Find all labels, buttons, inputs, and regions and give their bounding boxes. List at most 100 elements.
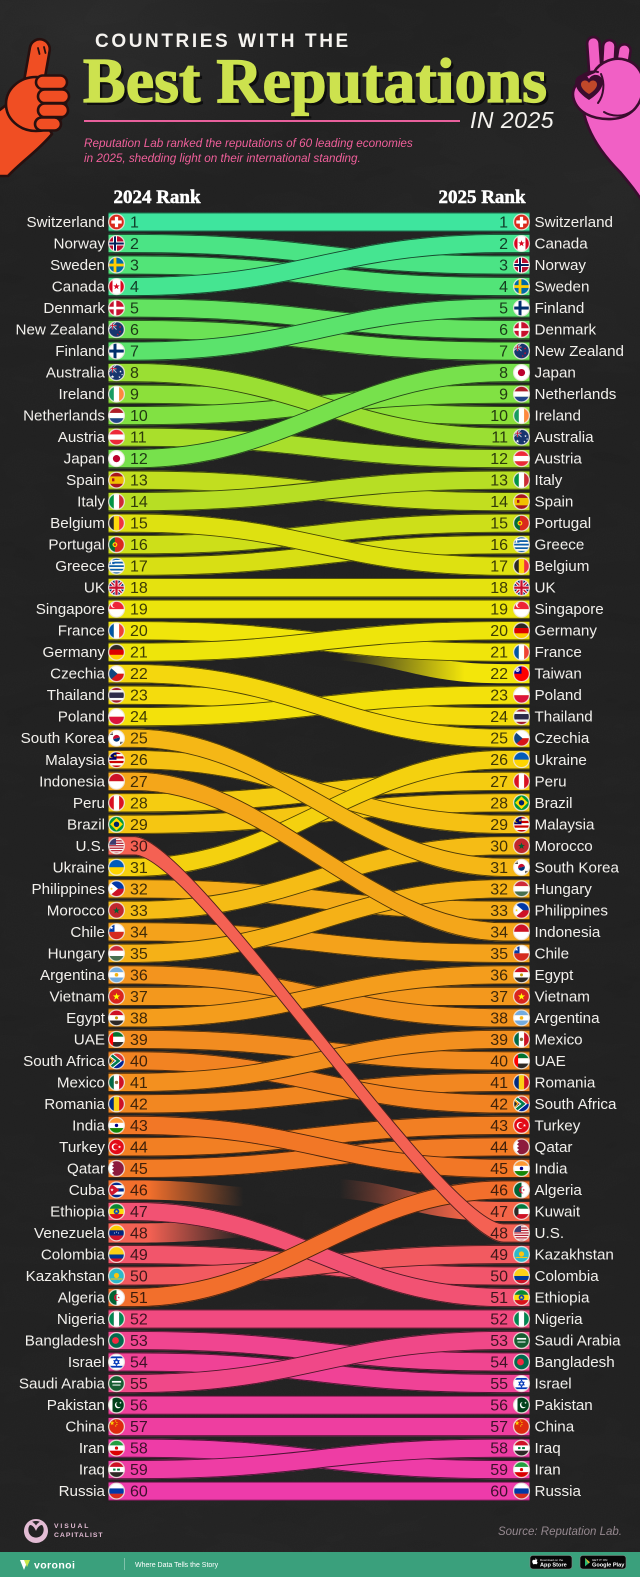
svg-text:Peru: Peru bbox=[535, 773, 567, 790]
svg-text:Norway: Norway bbox=[54, 236, 106, 253]
svg-text:22: 22 bbox=[130, 666, 148, 683]
svg-text:U.S.: U.S. bbox=[75, 838, 105, 855]
svg-text:43: 43 bbox=[130, 1118, 148, 1135]
svg-text:Germany: Germany bbox=[535, 623, 598, 640]
svg-text:Singapore: Singapore bbox=[535, 601, 604, 618]
svg-text:11: 11 bbox=[491, 430, 508, 447]
svg-text:Spain: Spain bbox=[66, 472, 105, 489]
svg-text:Australia: Australia bbox=[535, 429, 595, 446]
svg-text:11: 11 bbox=[130, 430, 147, 447]
svg-text:7: 7 bbox=[499, 344, 508, 361]
svg-text:4: 4 bbox=[130, 279, 139, 296]
svg-text:10: 10 bbox=[130, 408, 148, 425]
svg-text:48: 48 bbox=[130, 1226, 148, 1243]
svg-text:Venezuela: Venezuela bbox=[34, 1225, 105, 1242]
svg-text:60: 60 bbox=[490, 1484, 508, 1501]
svg-text:Where Data Tells the Story: Where Data Tells the Story bbox=[135, 1562, 219, 1569]
svg-text:India: India bbox=[535, 1160, 568, 1177]
svg-text:Algeria: Algeria bbox=[58, 1290, 106, 1307]
svg-text:India: India bbox=[72, 1117, 105, 1134]
svg-text:France: France bbox=[58, 623, 105, 640]
svg-text:17: 17 bbox=[490, 559, 508, 576]
svg-text:49: 49 bbox=[130, 1247, 148, 1264]
svg-text:53: 53 bbox=[490, 1333, 508, 1350]
svg-text:37: 37 bbox=[130, 989, 148, 1006]
svg-text:Brazil: Brazil bbox=[535, 795, 573, 812]
svg-text:Germany: Germany bbox=[43, 644, 106, 661]
svg-text:Indonesia: Indonesia bbox=[39, 773, 105, 790]
svg-text:Download on the: Download on the bbox=[540, 1558, 563, 1562]
svg-text:Switzerland: Switzerland bbox=[26, 214, 105, 231]
svg-text:South Korea: South Korea bbox=[21, 730, 106, 747]
svg-text:38: 38 bbox=[130, 1010, 148, 1027]
svg-text:51: 51 bbox=[490, 1290, 508, 1307]
svg-text:50: 50 bbox=[490, 1269, 508, 1286]
svg-text:Chile: Chile bbox=[70, 924, 105, 941]
svg-text:36: 36 bbox=[130, 967, 148, 984]
svg-text:2: 2 bbox=[130, 236, 139, 253]
svg-text:55: 55 bbox=[490, 1376, 508, 1393]
svg-text:21: 21 bbox=[490, 645, 508, 662]
svg-text:28: 28 bbox=[490, 795, 508, 812]
svg-text:Indonesia: Indonesia bbox=[535, 924, 601, 941]
svg-text:Morocco: Morocco bbox=[535, 838, 593, 855]
svg-text:46: 46 bbox=[130, 1183, 148, 1200]
svg-text:18: 18 bbox=[130, 580, 148, 597]
svg-text:Kazakhstan: Kazakhstan bbox=[535, 1247, 614, 1264]
svg-text:20: 20 bbox=[130, 623, 148, 640]
svg-text:30: 30 bbox=[130, 838, 148, 855]
svg-text:Czechia: Czechia bbox=[535, 730, 590, 747]
svg-text:Portugal: Portugal bbox=[535, 515, 592, 532]
svg-text:Ireland: Ireland bbox=[59, 386, 105, 403]
svg-text:New Zealand: New Zealand bbox=[16, 322, 106, 339]
svg-text:Finland: Finland bbox=[535, 300, 585, 317]
svg-text:40: 40 bbox=[490, 1053, 508, 1070]
svg-text:45: 45 bbox=[490, 1161, 508, 1178]
svg-text:Argentina: Argentina bbox=[40, 967, 106, 984]
svg-text:Japan: Japan bbox=[64, 451, 105, 468]
svg-text:32: 32 bbox=[130, 881, 148, 898]
svg-text:18: 18 bbox=[490, 580, 508, 597]
svg-text:Switzerland: Switzerland bbox=[535, 214, 614, 231]
svg-text:33: 33 bbox=[490, 903, 508, 920]
svg-text:Italy: Italy bbox=[77, 494, 105, 511]
svg-text:16: 16 bbox=[130, 537, 148, 554]
svg-text:Netherlands: Netherlands bbox=[23, 408, 105, 425]
svg-text:Peru: Peru bbox=[73, 795, 105, 812]
svg-text:32: 32 bbox=[490, 881, 508, 898]
svg-text:Greece: Greece bbox=[55, 558, 105, 575]
svg-text:Czechia: Czechia bbox=[50, 666, 105, 683]
svg-text:Saudi Arabia: Saudi Arabia bbox=[535, 1333, 622, 1350]
svg-text:Belgium: Belgium bbox=[50, 515, 105, 532]
svg-text:Thailand: Thailand bbox=[535, 709, 593, 726]
svg-text:56: 56 bbox=[130, 1398, 148, 1415]
svg-text:53: 53 bbox=[130, 1333, 148, 1350]
svg-text:Poland: Poland bbox=[58, 709, 105, 726]
svg-text:Ethiopia: Ethiopia bbox=[50, 1204, 105, 1221]
svg-text:UAE: UAE bbox=[535, 1053, 566, 1070]
svg-text:24: 24 bbox=[490, 709, 508, 726]
svg-text:U.S.: U.S. bbox=[535, 1225, 565, 1242]
svg-text:GET IT ON: GET IT ON bbox=[592, 1558, 607, 1562]
svg-text:Philippines: Philippines bbox=[535, 902, 609, 919]
svg-text:25: 25 bbox=[490, 731, 508, 748]
svg-text:26: 26 bbox=[490, 752, 508, 769]
svg-text:France: France bbox=[535, 644, 582, 661]
svg-text:Cuba: Cuba bbox=[69, 1182, 106, 1199]
svg-text:Malaysia: Malaysia bbox=[535, 816, 595, 833]
svg-text:15: 15 bbox=[130, 516, 148, 533]
svg-text:Philippines: Philippines bbox=[32, 881, 106, 898]
svg-text:45: 45 bbox=[130, 1161, 148, 1178]
svg-text:19: 19 bbox=[490, 602, 508, 619]
svg-text:Israel: Israel bbox=[535, 1376, 572, 1393]
svg-text:9: 9 bbox=[499, 387, 508, 404]
svg-text:Denmark: Denmark bbox=[43, 300, 105, 317]
svg-text:Nigeria: Nigeria bbox=[57, 1311, 106, 1328]
svg-text:3: 3 bbox=[130, 258, 139, 275]
svg-text:Bangladesh: Bangladesh bbox=[25, 1333, 105, 1350]
svg-text:Saudi Arabia: Saudi Arabia bbox=[19, 1376, 106, 1393]
svg-text:41: 41 bbox=[490, 1075, 508, 1092]
svg-text:Denmark: Denmark bbox=[535, 322, 597, 339]
svg-text:Spain: Spain bbox=[535, 494, 574, 511]
svg-text:Japan: Japan bbox=[535, 365, 576, 382]
